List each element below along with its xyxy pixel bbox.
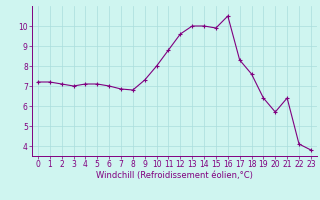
X-axis label: Windchill (Refroidissement éolien,°C): Windchill (Refroidissement éolien,°C) [96, 171, 253, 180]
